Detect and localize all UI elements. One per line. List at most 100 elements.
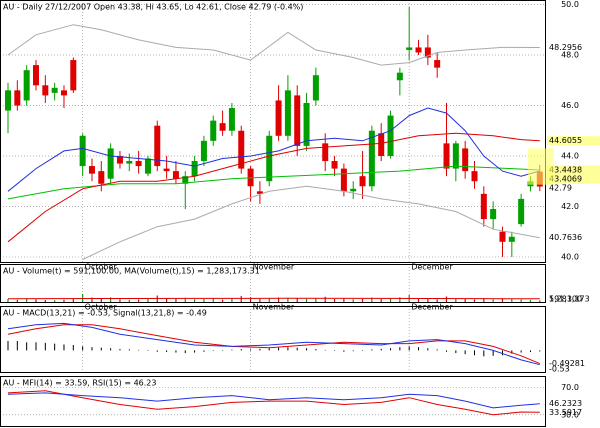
macd-histogram-bar [324,349,326,351]
panel [0,0,545,263]
candle-body [518,198,525,225]
candle-body [480,193,487,220]
volume-bar [268,298,270,302]
macd-histogram-bar [26,342,28,351]
candle-body [462,148,469,172]
x-tick-label: October [85,303,118,312]
candle-body [434,60,441,68]
candle-body [415,47,422,53]
volume-bar [231,298,233,302]
candle-body [228,108,235,131]
volume-bar [492,299,494,302]
volume-bar [343,298,345,302]
candle-body [452,143,459,169]
highlight-box [527,148,554,185]
volume-bar [54,300,56,302]
volume-bar [138,299,140,302]
macd-histogram-bar [250,349,252,351]
macd-histogram-bar [520,350,522,353]
macd-histogram-bar [455,350,457,354]
indicator-line [7,392,540,409]
y-tick-label: 30.0 [561,410,579,419]
candle-body [266,135,273,182]
macd-histogram-bar [343,350,345,352]
candle-body [490,208,497,220]
macd-histogram-bar [539,350,541,352]
volume-bar [240,296,242,302]
candle-body [284,90,291,136]
macd-histogram-bar [408,346,410,351]
macd-histogram-bar [138,349,140,351]
candle-body [135,161,142,167]
candle-body [331,161,338,169]
candle-body [154,125,161,167]
volume-bar [72,298,74,302]
candle-body [88,166,95,174]
macd-histogram-bar [82,346,84,351]
indicator-line [7,324,540,365]
indicator-line [7,165,540,200]
volume-bar [483,298,485,302]
candle-body [303,102,310,146]
macd-histogram-bar [390,348,392,351]
volume-bar [7,299,9,302]
y-tick-label: 70.0 [561,383,579,392]
candle-body [200,140,207,162]
volume-bar [26,298,28,302]
y-tick-label: 42.0 [561,202,579,211]
volume-bar [277,297,280,302]
panel [0,387,545,416]
volume-bar [389,298,392,302]
volume-bar [249,297,252,302]
candle-body [42,85,49,96]
volume-bar [371,297,373,302]
volume-bar [296,298,298,302]
panel [7,306,541,373]
last-value-label: 591,100 [549,295,582,304]
volume-bar [464,299,466,302]
panel-title: AU - MACD(13,21) = -0.53, Signal(13,21,8… [3,309,207,318]
candle-body [144,158,151,174]
candle-body [312,75,319,101]
volume-bar [82,294,84,302]
y-tick-label: 40.0 [561,252,579,261]
highlight [547,136,600,146]
candle-body [275,100,282,136]
volume-bar [184,297,186,302]
macd-histogram-bar [306,348,308,351]
macd-histogram-bar [446,350,448,352]
candle-body [191,161,198,177]
candle-body [368,130,375,187]
volume-bar [473,299,476,302]
panel-frame [0,376,546,427]
candle-body [172,171,179,179]
panel-frame [0,264,546,303]
volume-bar [436,299,438,302]
last-value-label: 43.4069 [549,175,582,184]
macd-histogram-bar [427,348,429,351]
volume-bar [175,298,177,302]
candle-body [443,143,450,169]
last-value-label: -0.49281 [549,359,585,368]
y-tick-label: 44.0 [561,151,579,160]
macd-histogram-bar [222,350,224,351]
macd-histogram-bar [474,350,475,356]
volume-bar [110,297,112,302]
candle-body [5,90,11,111]
macd-histogram-bar [72,345,74,351]
volume-bar [221,299,224,302]
macd-histogram-bar [240,349,242,351]
candle-body [210,120,217,141]
macd-histogram-bar [156,350,158,352]
candle-body [499,231,506,242]
x-tick-label: November [253,303,295,312]
candle-body [60,90,67,96]
volume-bar [352,299,354,302]
candle-body [406,47,413,50]
volume-bar [501,298,504,302]
volume-bar [212,298,214,302]
last-value-label: 46.2323 [549,399,582,408]
macd-histogram-bar [278,347,280,351]
candle-body [163,168,170,172]
candle-body [508,236,515,242]
